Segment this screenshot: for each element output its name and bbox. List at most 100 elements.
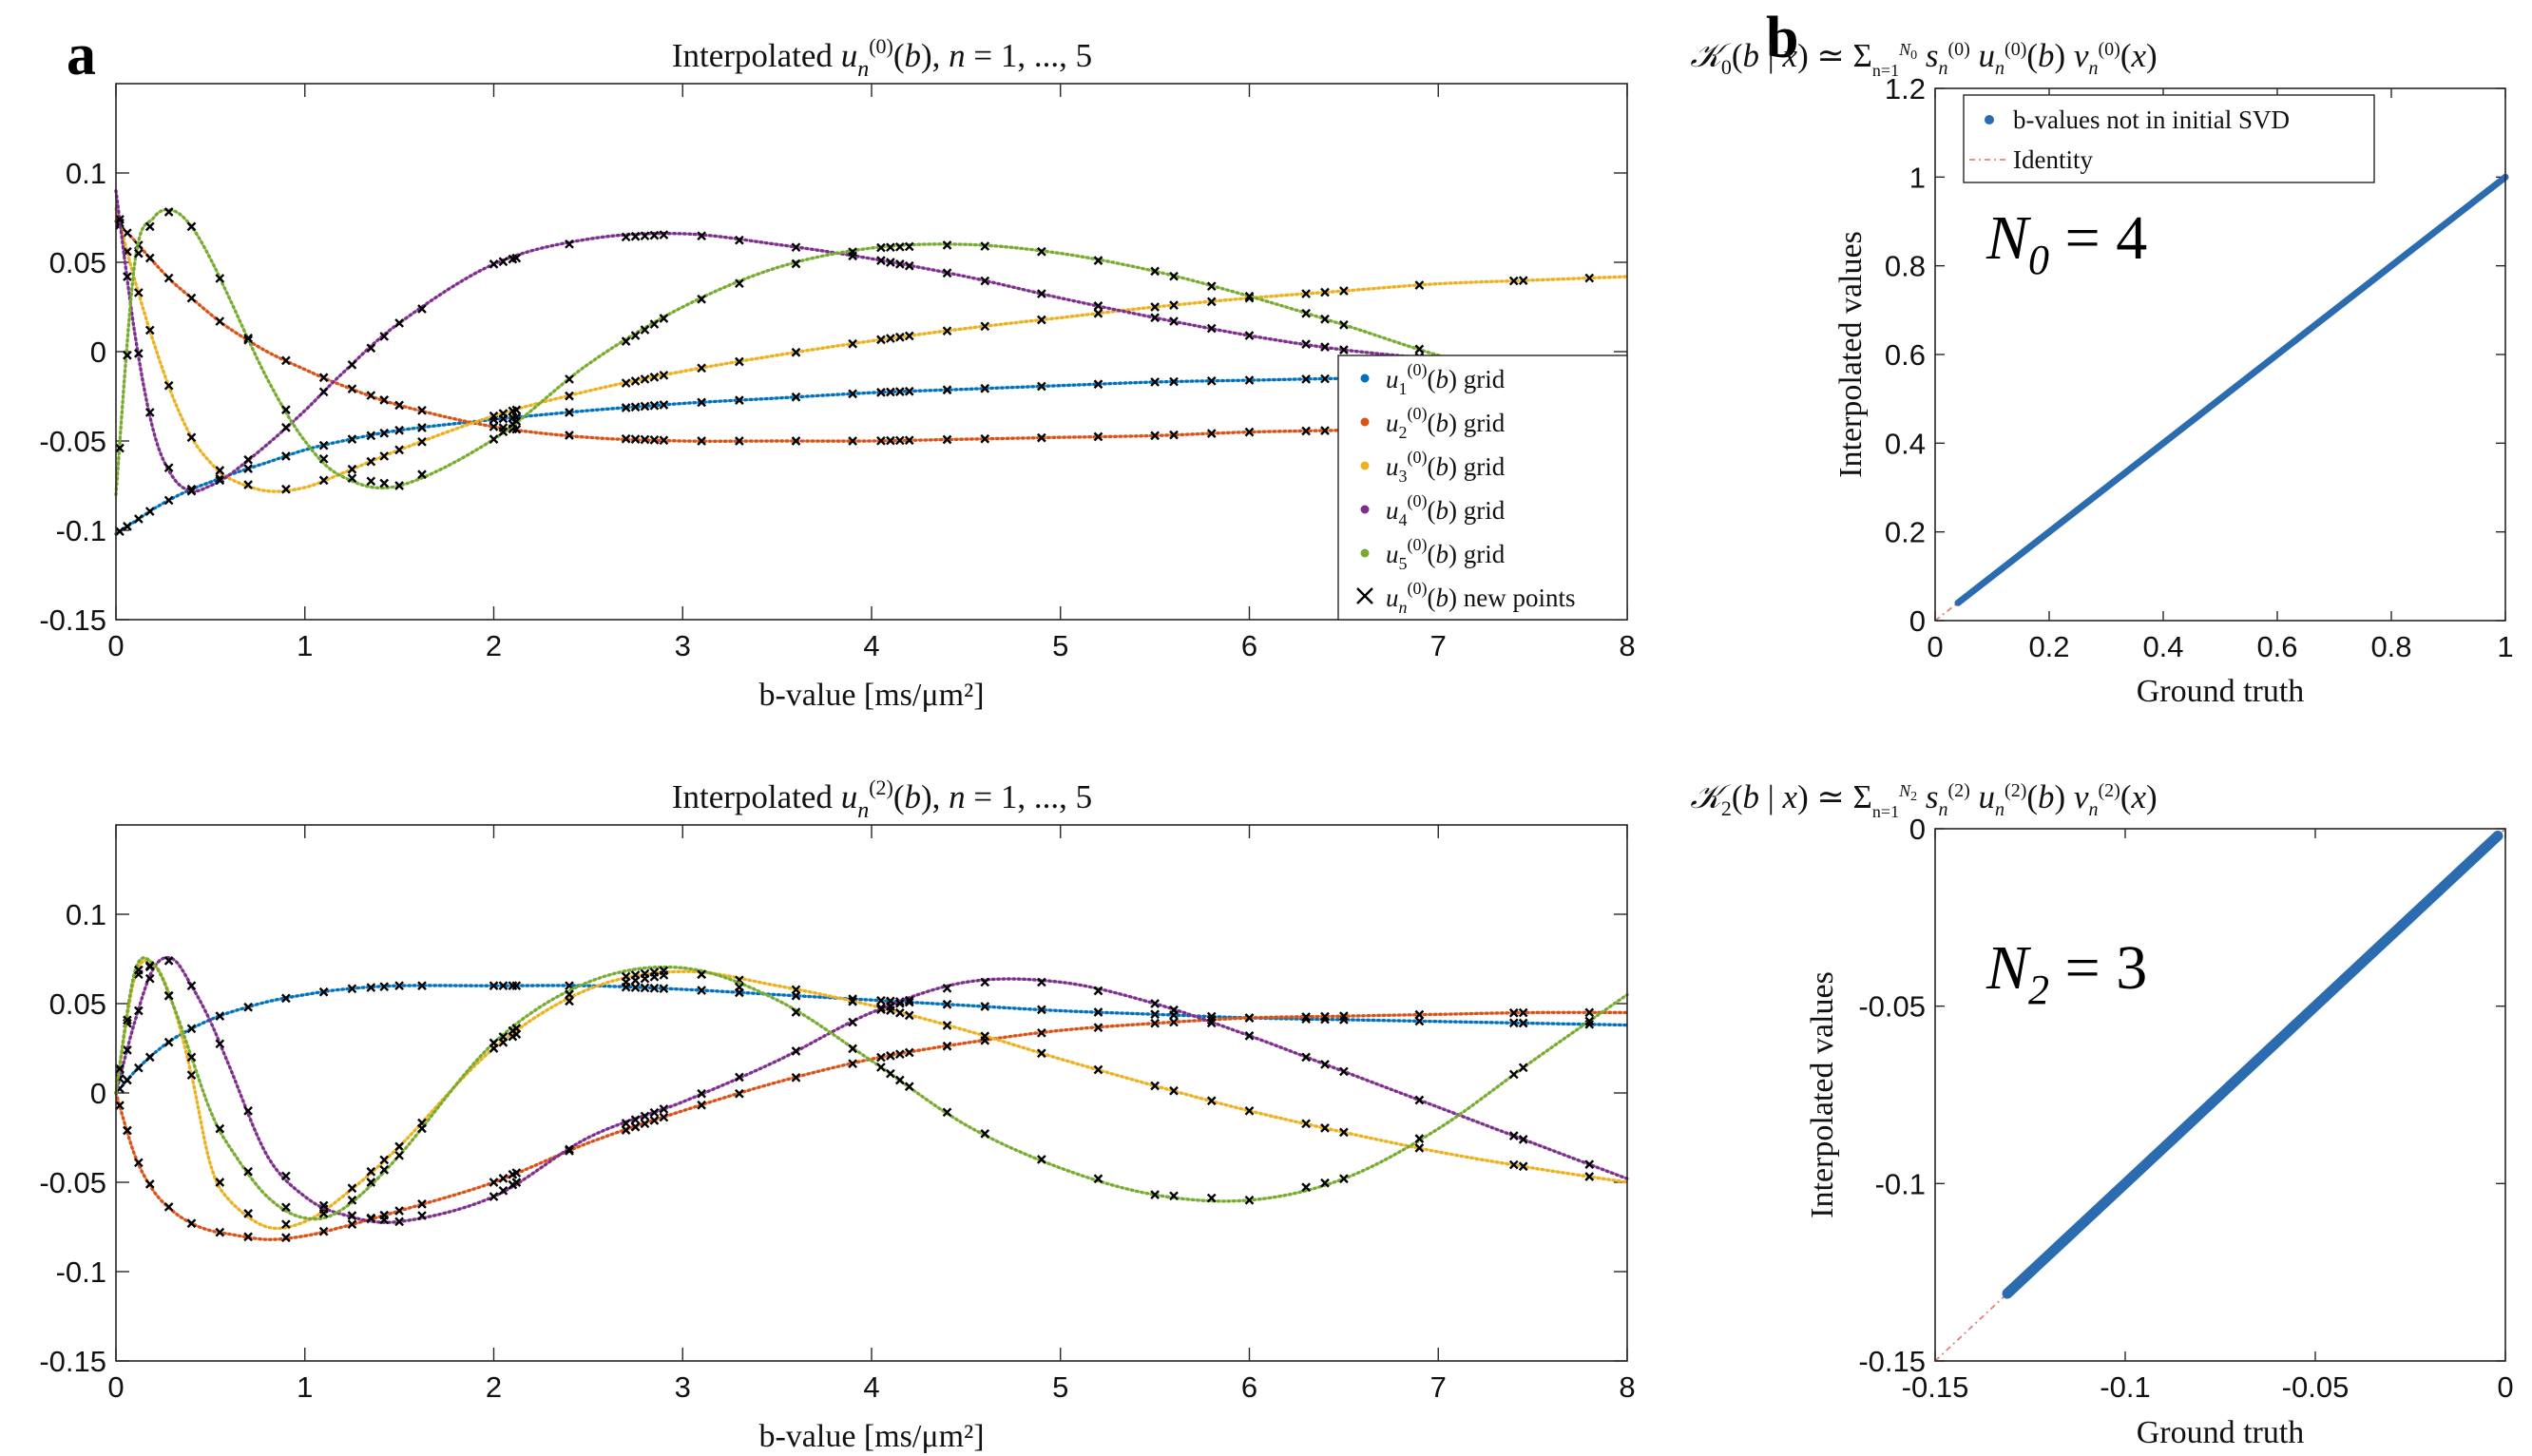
chart-a-bottom-u2-new-point [243, 1232, 253, 1242]
chart-a-bottom-u2-new-point [1150, 1018, 1160, 1028]
chart-a-bottom-u3-new-point [894, 1007, 905, 1018]
chart-a-top-u3-new-point [243, 480, 253, 489]
chart-a-top-u2-new-point [394, 400, 404, 411]
chart-a-top-u3-new-point [659, 370, 669, 380]
chart-a-top-u5-new-point [565, 374, 574, 384]
chart-a-bottom-u4-new-point [394, 1217, 404, 1227]
chart-a-bottom-u4-new-point [417, 1211, 427, 1220]
chart-a-bottom-u5-new-point [904, 1082, 914, 1092]
chart-b-top-xlabel: Ground truth [2137, 674, 2305, 709]
annotation-n0: N0 = 4 [1985, 203, 2147, 283]
chart-a-bottom-u4-new-point [123, 1045, 132, 1055]
chart-a-top-u3-new-point [565, 391, 574, 401]
chart-a-top-u2-new-point [697, 436, 706, 446]
chart-a-top-u2-new-point [1206, 429, 1217, 438]
chart-a-bottom-u4-new-point [621, 1119, 631, 1128]
chart-a-top-u1-new-point [134, 514, 144, 524]
chart-a-bottom-u5-new-point [942, 1107, 952, 1118]
chart-a-bottom-xtick-label: 4 [863, 1370, 879, 1404]
chart-a-top-u2-new-point [735, 436, 744, 446]
chart-a-top-u4-new-point [621, 232, 631, 242]
chart-a-top-u3-new-point [417, 436, 427, 447]
chart-a-bottom-u1-new-point [630, 983, 641, 992]
chart-a-top-u1-new-point [417, 423, 427, 432]
chart-b-top-xtick-label: 1 [2497, 630, 2513, 663]
chart-a-bottom-u2-new-point [347, 1219, 357, 1230]
chart-b-top: 𝒦0(b | x) ≃ Σn=1N0 sn(0) un(0)(b) vn(0)(… [1690, 37, 2513, 709]
chart-a-top-u1-new-point [144, 507, 155, 516]
chart-a-top-u4-new-point [1037, 289, 1046, 298]
chart-a-top-u2-new-point [1244, 427, 1255, 437]
chart-a-top-u3-new-point [281, 484, 291, 494]
chart-a-bottom-u2-new-point [1339, 1011, 1349, 1022]
chart-a-top-u5-new-point [1037, 246, 1046, 257]
chart-a-bottom-title: Interpolated un(2)(b), n = 1, ..., 5 [672, 776, 1092, 823]
chart-a-top-u4-new-point [134, 349, 144, 358]
chart-a-bottom-u2-new-point [1244, 1013, 1255, 1023]
chart-a-top-u5-new-point [489, 434, 499, 444]
chart-a-top-u3-new-point [848, 338, 857, 349]
chart-a-top-u1-new-point [904, 386, 914, 396]
chart-a-top-u4-new-point [886, 258, 895, 267]
legend-a: u1(0)(b) grid u2(0)(b) grid u3(0)(b) gri… [1337, 354, 1628, 621]
chart-a-bottom-u4-new-point [565, 1144, 574, 1155]
chart-a-bottom-u2-new-point [876, 1052, 886, 1063]
chart-a-top-u4-new-point [942, 268, 952, 278]
chart-b-top-ytick-label: 0.8 [1885, 250, 1926, 283]
chart-a-bottom-u4-new-point [1339, 1066, 1349, 1077]
chart-a-bottom-u4-new-point [649, 1107, 660, 1118]
chart-a-top-series-u5 [114, 207, 1629, 497]
chart-b-bottom-title: 𝒦2(b | x) ≃ Σn=1N2 sn(2) un(2)(b) vn(2)(… [1690, 778, 2157, 821]
chart-a-top-u1-new-point [894, 387, 905, 396]
chart-a-top-u1-new-point [565, 408, 574, 417]
chart-a-bottom-u5-new-point [621, 971, 631, 982]
chart-b-top-xtick-label: 0 [1927, 630, 1943, 663]
legend-a-u4-marker [1360, 505, 1370, 514]
chart-a-top-u4-new-point [659, 230, 669, 239]
chart-a-bottom-u4-new-point [366, 1213, 376, 1223]
chart-a-bottom-ytick-label: 0.05 [49, 987, 106, 1021]
chart-a-top-u5-new-point [123, 350, 132, 360]
chart-a-bottom-u3-new-point [1169, 1085, 1179, 1096]
chart-a-bottom-u4-new-point [1414, 1095, 1425, 1105]
chart-a-top-u2-new-point [630, 434, 641, 444]
chart-a-bottom-u5-new-point [123, 1015, 132, 1025]
chart-a-bottom-u2-new-point [735, 1088, 744, 1099]
chart-a-bottom-u3-new-point [1518, 1161, 1528, 1172]
chart-a-bottom-u5-new-point [498, 1032, 508, 1042]
chart-a-bottom-u5-new-point [347, 1195, 357, 1205]
chart-a-top-u3-new-point [1150, 302, 1160, 312]
chart-b-top-ytick-label: 0.2 [1885, 516, 1926, 549]
chart-a-top-u1-grid-points [114, 374, 1629, 536]
chart-a-top-u3-new-point [649, 373, 660, 382]
chart-a-bottom-u3-new-point [1339, 1127, 1349, 1138]
chart-b-top-ytick-label: 0 [1909, 604, 1926, 638]
chart-a-top-u4-new-point [243, 454, 253, 465]
legend-a-u3-marker [1360, 461, 1370, 470]
chart-a-bottom-u4-new-point [1093, 986, 1103, 996]
chart-a-bottom-u2-new-point [144, 1179, 155, 1189]
chart-a-top-u2-new-point [318, 373, 329, 383]
chart-a-top-u1-new-point [318, 440, 329, 450]
chart-a-bottom-u5-new-point [1320, 1178, 1330, 1188]
chart-b-bottom-ylabel: Interpolated values [1805, 971, 1840, 1218]
chart-a-bottom-frame [115, 824, 1628, 1362]
chart-a-bottom-u2-new-point [1093, 1023, 1103, 1033]
chart-a-top-u5-new-point [134, 248, 144, 259]
chart-a-top-u4-new-point [980, 276, 990, 286]
chart-a-top-u5-new-point [876, 242, 886, 253]
chart-a-bottom-u5-new-point [1037, 1155, 1046, 1164]
chart-a-bottom-u2-new-point [134, 1158, 144, 1168]
chart-a-top-u1-new-point [1169, 376, 1179, 387]
chart-a-top-u4-new-point [735, 235, 744, 245]
chart-a-top-u5-new-point [1169, 271, 1179, 281]
chart-a-bottom-u4-new-point [1169, 1005, 1179, 1015]
chart-a-bottom-u5-new-point [1414, 1134, 1425, 1143]
chart-a-top-u1-new-point [630, 402, 641, 412]
chart-a-bottom-xtick-label: 6 [1241, 1370, 1257, 1404]
legend-a-u1-marker [1360, 374, 1370, 383]
chart-a-bottom-u5-new-point [876, 1063, 886, 1072]
chart-a-bottom-ytick-label: -0.1 [56, 1255, 106, 1289]
chart-b-top-axes: 0 0.2 0.4 0.6 0.8 1 0 0.2 0.4 0.6 0.8 1 1.2 [1885, 72, 2514, 663]
chart-a-top-u5-new-point [942, 240, 952, 250]
